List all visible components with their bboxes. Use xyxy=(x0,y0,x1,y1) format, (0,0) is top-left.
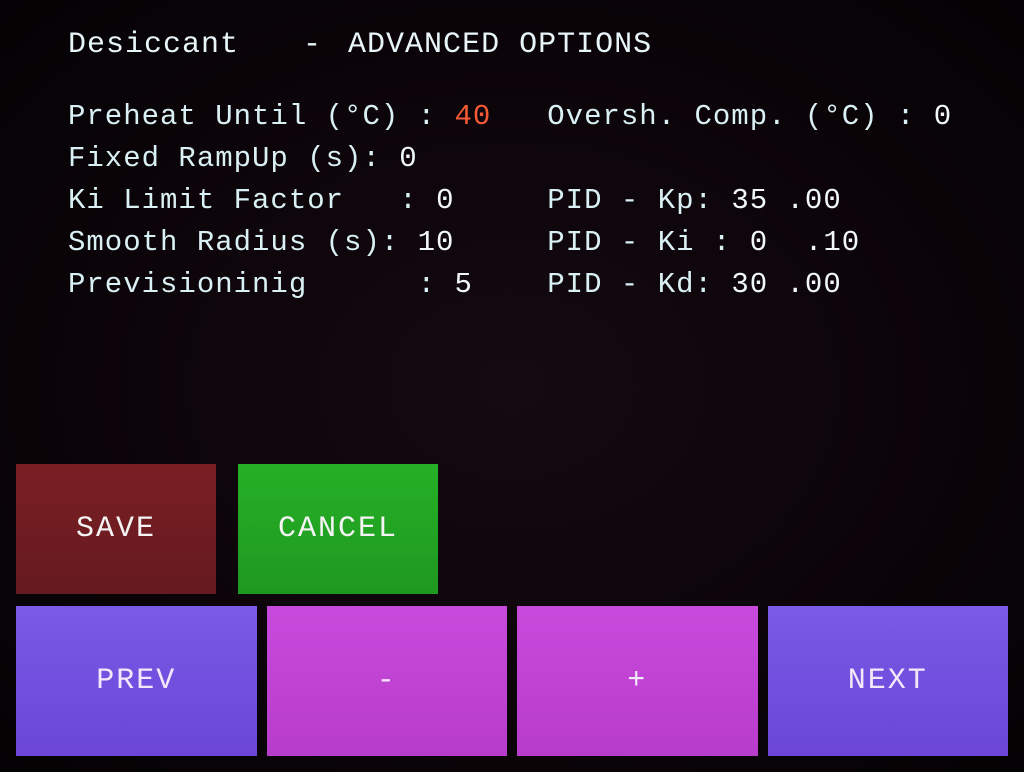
cancel-button[interactable]: CANCEL xyxy=(238,464,438,594)
title-separator: - xyxy=(303,28,322,62)
param-label: Ki Limit Factor : xyxy=(68,180,436,222)
params-right-column: Oversh. Comp. (°C) : 0 PID - Kp: 35 .00P… xyxy=(547,96,952,306)
param-value: 40 xyxy=(454,96,491,138)
param-row: Preheat Until (°C) : 40 xyxy=(68,96,491,138)
device-name: Desiccant xyxy=(68,28,239,62)
minus-button[interactable]: - xyxy=(267,606,508,756)
param-row: PID - Kd: 30 .00 xyxy=(547,264,952,306)
param-label: Preheat Until (°C) : xyxy=(68,96,454,138)
param-value: 10 xyxy=(418,222,455,264)
param-value: 0 xyxy=(399,138,417,180)
content-area: Desiccant - ADVANCED OPTIONS Preheat Unt… xyxy=(0,0,1024,464)
param-label: Smooth Radius (s): xyxy=(68,222,418,264)
action-row: SAVE CANCEL xyxy=(0,464,1024,594)
param-row: Fixed RampUp (s): 0 xyxy=(68,138,491,180)
param-label: PID - Kd: xyxy=(547,264,731,306)
param-label: Oversh. Comp. (°C) : xyxy=(547,96,933,138)
param-label: PID - Ki : xyxy=(547,222,749,264)
param-value: 0 .10 xyxy=(750,222,860,264)
param-label: Previsioninig : xyxy=(68,264,454,306)
nav-row: PREV - + NEXT xyxy=(0,606,1024,772)
param-row: Previsioninig : 5 xyxy=(68,264,491,306)
prev-button[interactable]: PREV xyxy=(16,606,257,756)
param-value: 30 .00 xyxy=(731,264,841,306)
param-value: 0 xyxy=(436,180,454,222)
param-row: PID - Kp: 35 .00 xyxy=(547,180,952,222)
param-row xyxy=(547,138,952,180)
plus-button[interactable]: + xyxy=(517,606,758,756)
param-row: Oversh. Comp. (°C) : 0 xyxy=(547,96,952,138)
param-value: 0 xyxy=(934,96,952,138)
page-title: ADVANCED OPTIONS xyxy=(348,28,652,62)
title-row: Desiccant - ADVANCED OPTIONS xyxy=(68,28,956,62)
param-value: 5 xyxy=(454,264,472,306)
save-button[interactable]: SAVE xyxy=(16,464,216,594)
next-button[interactable]: NEXT xyxy=(768,606,1009,756)
param-value: 35 .00 xyxy=(731,180,841,222)
param-label: PID - Kp: xyxy=(547,180,731,222)
param-row: Ki Limit Factor : 0 xyxy=(68,180,491,222)
param-row: Smooth Radius (s): 10 xyxy=(68,222,491,264)
screen: Desiccant - ADVANCED OPTIONS Preheat Unt… xyxy=(0,0,1024,772)
param-label: Fixed RampUp (s): xyxy=(68,138,399,180)
params-left-column: Preheat Until (°C) : 40Fixed RampUp (s):… xyxy=(68,96,491,306)
param-row: PID - Ki : 0 .10 xyxy=(547,222,952,264)
params-grid: Preheat Until (°C) : 40Fixed RampUp (s):… xyxy=(68,96,956,306)
